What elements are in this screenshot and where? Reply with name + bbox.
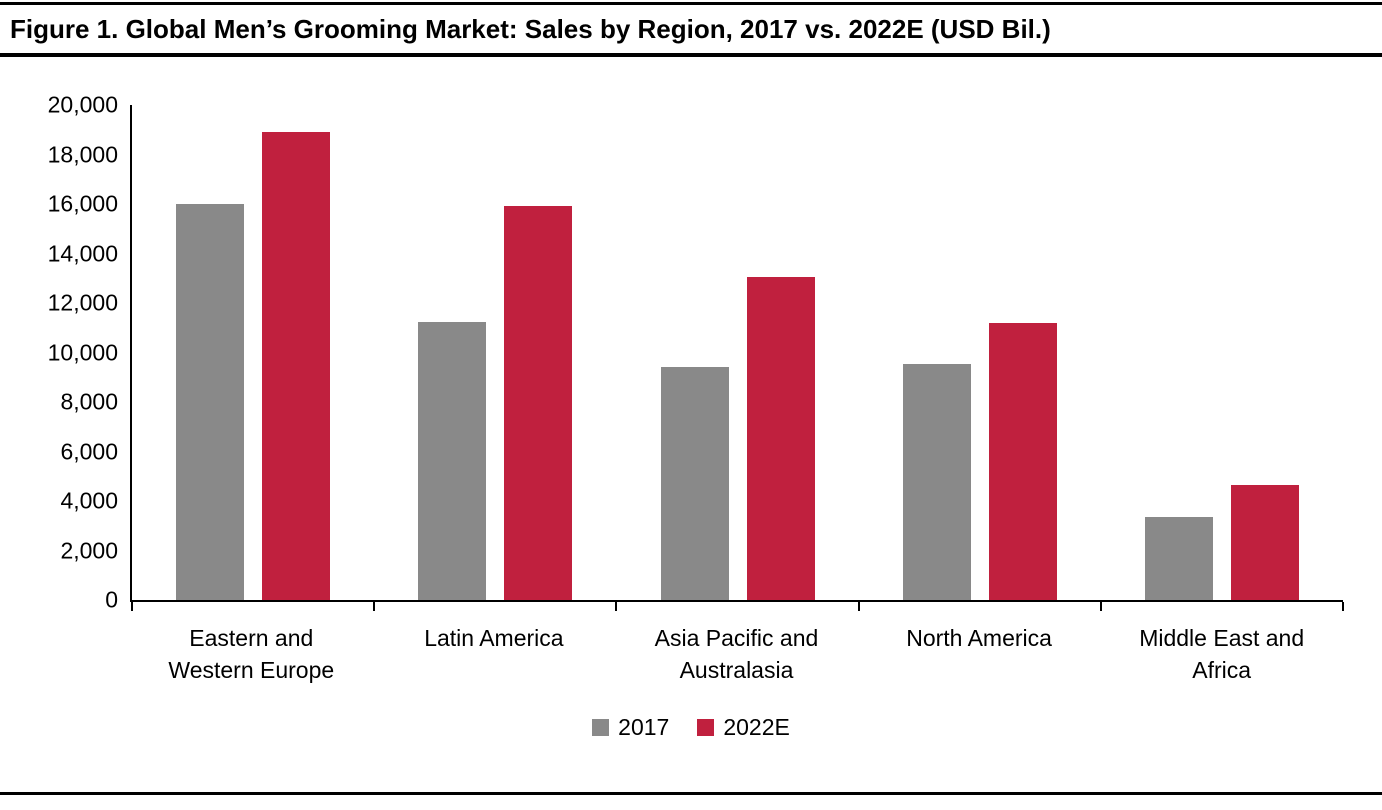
x-tick-mark	[857, 602, 860, 611]
x-tick-mark	[1099, 602, 1102, 611]
x-category-label: Middle East and Africa	[1139, 625, 1305, 684]
x-category-label: Eastern and Western Europe	[168, 625, 335, 684]
legend-swatch-icon	[697, 719, 715, 736]
bar-group	[132, 105, 374, 600]
y-tick-label: 6,000	[60, 438, 118, 464]
x-category-label: Asia Pacific and Australasia	[654, 625, 819, 684]
chart-legend: 2017 2022E	[0, 716, 1382, 739]
bar-2022E	[1230, 484, 1299, 600]
x-axis-labels: Eastern and Western Europe Latin America A…	[130, 622, 1343, 686]
y-tick-label: 12,000	[47, 289, 118, 316]
y-tick-label: 10,000	[47, 339, 118, 365]
bar-2017	[902, 363, 971, 600]
bar-2022E	[988, 322, 1057, 600]
bar-groups	[132, 105, 1343, 600]
y-tick-label: 0	[105, 586, 118, 613]
y-tick-label: 14,000	[47, 240, 118, 266]
y-tick-label: 18,000	[47, 141, 118, 167]
bar-2022E	[504, 206, 573, 600]
x-tick-mark	[131, 602, 133, 611]
bar-2017	[1144, 517, 1213, 600]
plot-area: 0 2,000 4,000 6,000 8,000 10,000 12,000 14,000 1…	[48, 93, 1344, 611]
bar-2022E	[262, 132, 331, 600]
x-tick-mark	[1342, 602, 1344, 611]
legend-item: 2022E	[697, 716, 790, 739]
legend-label: 2017	[618, 714, 670, 740]
bar-group	[374, 105, 616, 600]
bar-group	[616, 105, 858, 600]
title-rule	[0, 53, 1382, 57]
y-tick-label: 4,000	[60, 487, 118, 514]
y-tick-label: 16,000	[47, 190, 118, 217]
bar-2017	[176, 204, 245, 600]
y-tick-label: 20,000	[47, 91, 118, 118]
bar-2022E	[746, 277, 815, 600]
x-tick-mark	[373, 602, 376, 611]
bar-group	[859, 105, 1101, 600]
bar-2017	[660, 367, 729, 600]
y-tick-label: 8,000	[60, 388, 118, 415]
x-category-label: Latin America	[424, 625, 564, 651]
x-category-label: North America	[906, 625, 1052, 651]
legend-item: 2017	[592, 716, 669, 739]
bar-group	[1101, 105, 1343, 600]
figure-title: Figure 1. Global Men’s Grooming Market: …	[10, 14, 1051, 44]
x-tick-mark	[615, 602, 618, 611]
y-tick-label: 2,000	[60, 537, 118, 563]
bar-2017	[418, 321, 487, 600]
legend-label: 2022E	[723, 714, 790, 740]
bottom-rule	[0, 792, 1382, 795]
legend-swatch-icon	[592, 719, 610, 736]
top-rule	[0, 2, 1382, 5]
